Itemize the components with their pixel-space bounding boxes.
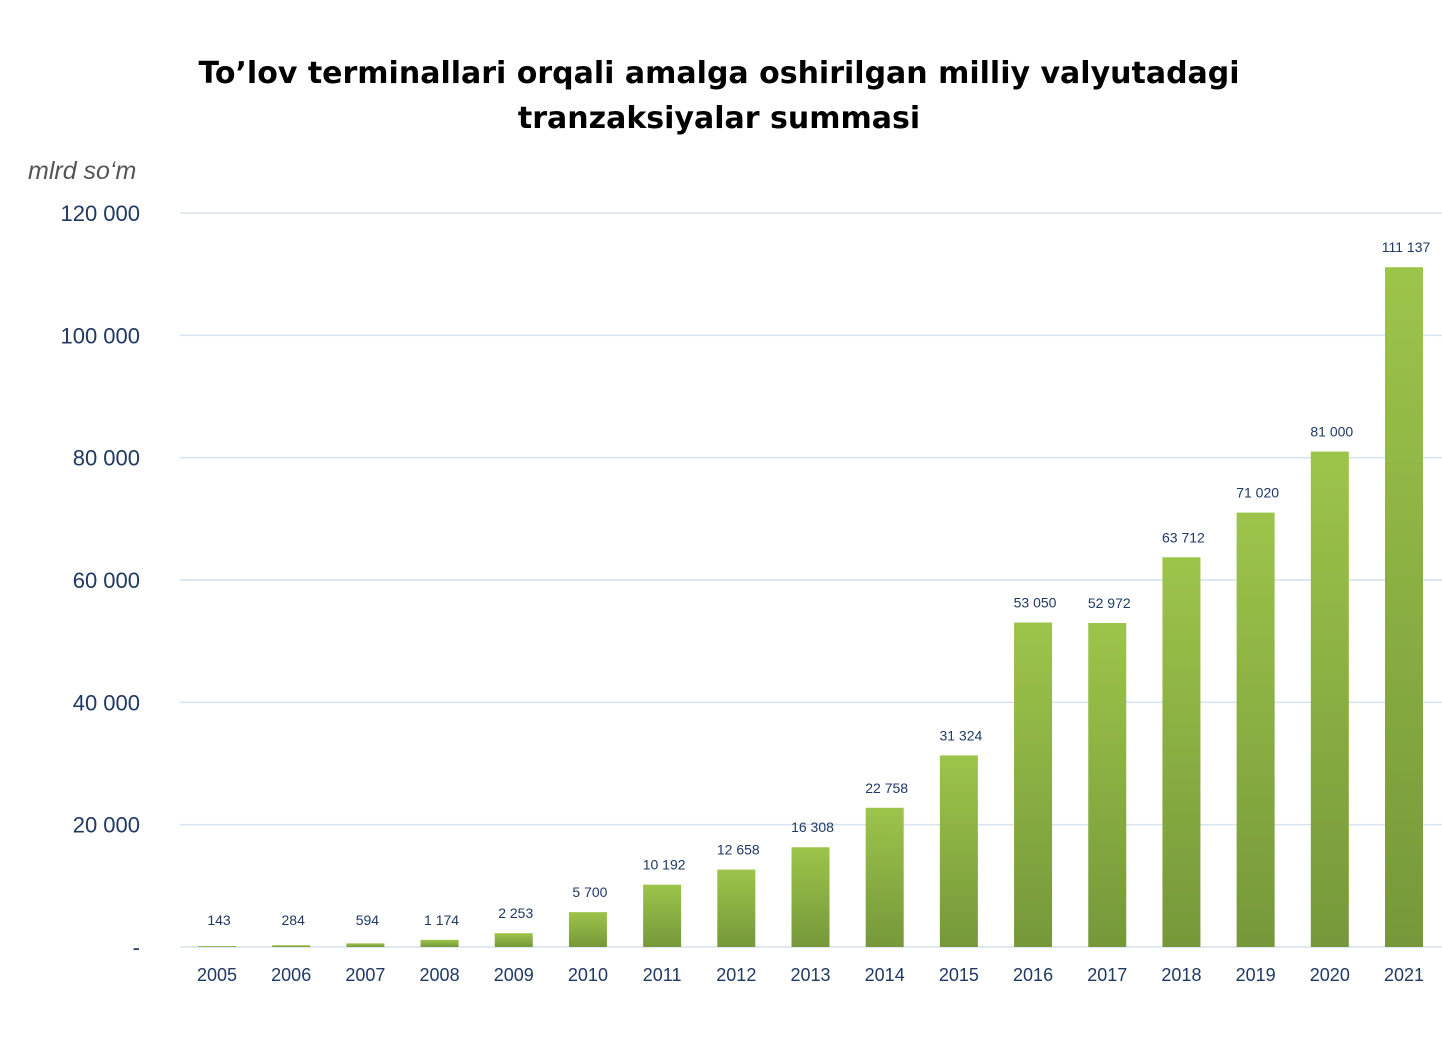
bar bbox=[568, 912, 607, 947]
data-label: 10 192 bbox=[643, 857, 686, 873]
data-label: 52 972 bbox=[1088, 595, 1131, 611]
x-tick-label: 2015 bbox=[939, 965, 979, 985]
data-label: 1 174 bbox=[424, 912, 459, 928]
y-tick-label: 100 000 bbox=[60, 323, 140, 348]
x-tick-label: 2007 bbox=[345, 965, 385, 985]
chart-title-line-2: tranzaksiyalar summasi bbox=[518, 101, 920, 136]
bar bbox=[643, 884, 682, 947]
data-label: 2 253 bbox=[498, 905, 533, 921]
x-tick-label: 2014 bbox=[865, 965, 905, 985]
data-label: 63 712 bbox=[1162, 529, 1205, 545]
bar bbox=[1014, 622, 1053, 947]
x-tick-label: 2019 bbox=[1236, 965, 1276, 985]
bar bbox=[1162, 557, 1201, 947]
y-tick-label: - bbox=[133, 935, 140, 960]
data-label: 284 bbox=[282, 912, 306, 928]
bar bbox=[717, 869, 756, 947]
data-label: 111 137 bbox=[1382, 239, 1431, 255]
x-tick-label: 2012 bbox=[716, 965, 756, 985]
chart-title-line-1: To’lov terminallari orqali amalga oshiri… bbox=[198, 56, 1239, 91]
x-tick-label: 2018 bbox=[1161, 965, 1201, 985]
x-tick-label: 2021 bbox=[1384, 965, 1424, 985]
y-tick-label: 20 000 bbox=[73, 813, 140, 838]
x-tick-label: 2020 bbox=[1310, 965, 1350, 985]
bar bbox=[1236, 512, 1275, 947]
y-tick-label: 40 000 bbox=[73, 690, 140, 715]
data-label: 5 700 bbox=[572, 884, 607, 900]
bar bbox=[1088, 622, 1127, 947]
bar bbox=[1385, 267, 1423, 947]
data-label: 12 658 bbox=[717, 842, 760, 858]
x-tick-label: 2016 bbox=[1013, 965, 1053, 985]
x-tick-label: 2011 bbox=[643, 965, 682, 985]
data-label: 22 758 bbox=[865, 780, 908, 796]
x-tick-label: 2013 bbox=[790, 965, 830, 985]
y-tick-label: 80 000 bbox=[73, 446, 140, 471]
bar bbox=[198, 946, 236, 947]
bar bbox=[791, 847, 830, 947]
y-tick-label: 120 000 bbox=[60, 201, 140, 226]
x-tick-label: 2009 bbox=[494, 965, 534, 985]
bar bbox=[865, 807, 904, 947]
x-tick-label: 2006 bbox=[271, 965, 311, 985]
bar bbox=[1310, 451, 1349, 947]
x-tick-label: 2008 bbox=[420, 965, 460, 985]
bar bbox=[272, 945, 311, 947]
bar bbox=[420, 939, 459, 947]
data-label: 53 050 bbox=[1014, 595, 1057, 611]
data-label: 81 000 bbox=[1310, 424, 1353, 440]
data-label: 16 308 bbox=[791, 819, 834, 835]
data-label: 143 bbox=[207, 912, 231, 928]
bar bbox=[494, 933, 533, 947]
data-label: 594 bbox=[356, 912, 380, 928]
x-tick-label: 2010 bbox=[568, 965, 608, 985]
bar bbox=[346, 943, 385, 947]
x-tick-label: 2005 bbox=[197, 965, 237, 985]
x-tick-label: 2017 bbox=[1087, 965, 1127, 985]
y-tick-label: 60 000 bbox=[73, 568, 140, 593]
bar bbox=[939, 755, 978, 947]
data-label: 31 324 bbox=[939, 727, 982, 743]
y-axis-unit-label: mlrd so‘m bbox=[28, 157, 136, 185]
data-label: 71 020 bbox=[1236, 485, 1279, 501]
